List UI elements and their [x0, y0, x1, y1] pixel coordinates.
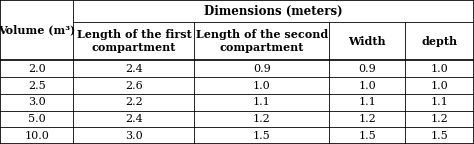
Text: 2.4: 2.4	[125, 64, 143, 74]
Text: 1.5: 1.5	[431, 131, 448, 141]
Text: 3.0: 3.0	[28, 97, 46, 107]
Text: 2.4: 2.4	[125, 114, 143, 124]
Text: 1.1: 1.1	[358, 97, 376, 107]
Text: 0.9: 0.9	[253, 64, 271, 74]
Text: 5.0: 5.0	[28, 114, 46, 124]
Text: 3.0: 3.0	[125, 131, 143, 141]
Text: 1.0: 1.0	[253, 80, 271, 91]
Text: 1.1: 1.1	[253, 97, 271, 107]
Text: 1.2: 1.2	[431, 114, 448, 124]
Text: 1.2: 1.2	[358, 114, 376, 124]
Text: 0.9: 0.9	[358, 64, 376, 74]
Text: 2.6: 2.6	[125, 80, 143, 91]
Text: Length of the second
compartment: Length of the second compartment	[196, 30, 328, 53]
Text: Volume (m³): Volume (m³)	[0, 25, 75, 36]
Text: 1.0: 1.0	[358, 80, 376, 91]
Text: 1.0: 1.0	[431, 80, 448, 91]
Text: 2.5: 2.5	[28, 80, 46, 91]
Text: 1.5: 1.5	[253, 131, 271, 141]
Text: 1.5: 1.5	[358, 131, 376, 141]
Text: 2.0: 2.0	[28, 64, 46, 74]
Text: Dimensions (meters): Dimensions (meters)	[204, 5, 343, 18]
Text: depth: depth	[421, 36, 458, 47]
Text: 1.2: 1.2	[253, 114, 271, 124]
Text: Length of the first
compartment: Length of the first compartment	[76, 30, 191, 53]
Text: 1.1: 1.1	[431, 97, 448, 107]
Text: 10.0: 10.0	[24, 131, 49, 141]
Text: 1.0: 1.0	[431, 64, 448, 74]
Text: Width: Width	[348, 36, 386, 47]
Text: 2.2: 2.2	[125, 97, 143, 107]
